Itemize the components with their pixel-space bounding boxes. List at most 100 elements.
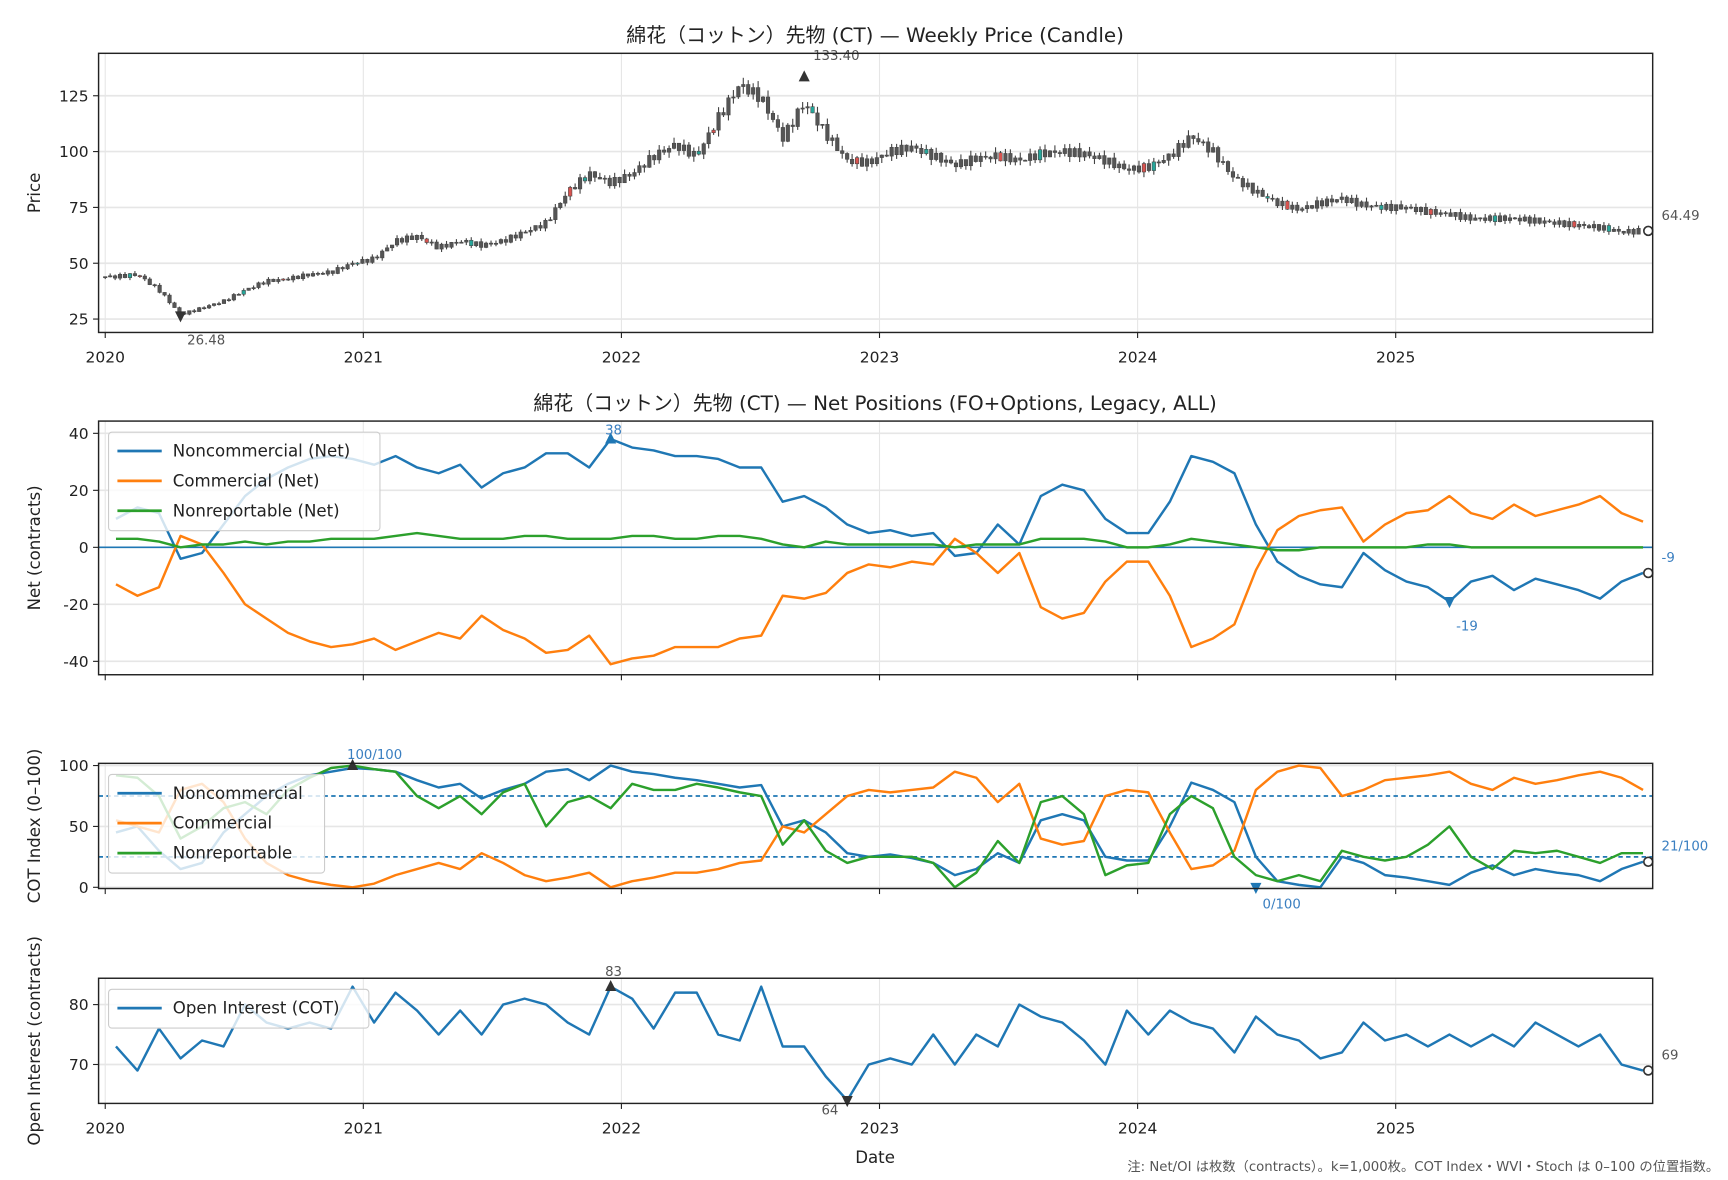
- candle: [1057, 150, 1062, 158]
- candle-body: [914, 145, 919, 149]
- candle-body: [652, 155, 657, 161]
- last-value-label: -9: [1662, 551, 1675, 566]
- candle: [488, 240, 494, 247]
- candle-body: [1275, 198, 1280, 207]
- candle-body: [340, 267, 345, 270]
- candle: [1300, 207, 1305, 213]
- candle: [894, 143, 899, 159]
- candle: [874, 152, 879, 167]
- candle-body: [993, 152, 998, 160]
- candle: [662, 146, 667, 155]
- candle-body: [1349, 197, 1354, 203]
- candle: [790, 118, 795, 133]
- candle: [721, 107, 726, 118]
- candle-body: [978, 155, 983, 162]
- candle-body: [612, 177, 617, 187]
- candle-body: [642, 165, 647, 168]
- candle: [1611, 227, 1616, 232]
- candle: [1067, 143, 1072, 163]
- candle-body: [1364, 201, 1369, 208]
- candle: [261, 281, 266, 286]
- y-tick-label: -20: [63, 596, 88, 614]
- candle-body: [973, 155, 978, 162]
- candle: [914, 143, 919, 154]
- candle: [1389, 200, 1394, 214]
- y-tick-label: 70: [69, 1056, 89, 1074]
- candle-body: [667, 148, 672, 153]
- candle: [919, 144, 924, 159]
- candle: [1498, 212, 1503, 223]
- candle-body: [1369, 205, 1374, 208]
- candle: [538, 221, 543, 231]
- candle: [1483, 213, 1488, 224]
- candle: [1310, 205, 1315, 210]
- candle-body: [1408, 206, 1414, 209]
- candle: [370, 254, 375, 264]
- candle-body: [474, 241, 479, 247]
- candle-body: [1181, 143, 1186, 148]
- candle: [1458, 208, 1463, 223]
- candle: [1245, 178, 1250, 190]
- candle: [983, 151, 988, 160]
- candle: [414, 234, 419, 243]
- candle: [934, 147, 939, 162]
- candle: [968, 150, 973, 171]
- candle: [350, 260, 355, 267]
- candle: [775, 114, 780, 132]
- candle: [1582, 221, 1587, 229]
- candle-body: [211, 303, 217, 306]
- candle-body: [1008, 153, 1013, 163]
- candle-body: [1478, 217, 1483, 220]
- y-tick-label: 0: [79, 539, 89, 557]
- legend-item: Nonreportable: [117, 844, 292, 863]
- candle: [795, 107, 800, 130]
- candle: [1062, 144, 1067, 157]
- candle-body: [1038, 149, 1043, 161]
- candle: [810, 103, 815, 114]
- candle-body: [503, 239, 508, 243]
- candle: [1399, 200, 1404, 210]
- candle-body: [122, 274, 128, 278]
- candle-body: [1389, 203, 1394, 211]
- y-tick-label: 125: [59, 87, 89, 105]
- candle-body: [1310, 205, 1315, 209]
- candle: [1235, 173, 1240, 179]
- candle: [1156, 159, 1161, 168]
- candle-body: [375, 256, 380, 259]
- candle: [231, 293, 236, 302]
- candle: [484, 241, 489, 249]
- candle-body: [1562, 220, 1567, 228]
- candle: [840, 145, 845, 159]
- candle-body: [216, 303, 222, 305]
- candle: [622, 169, 627, 184]
- candle-body: [1280, 200, 1285, 207]
- candle-body: [1404, 206, 1409, 210]
- candle-body: [681, 144, 686, 151]
- candle-body: [350, 262, 355, 265]
- candle: [1339, 192, 1344, 204]
- candle: [1532, 214, 1537, 227]
- candle: [1221, 156, 1226, 165]
- candle: [652, 154, 657, 165]
- candle: [1493, 212, 1498, 226]
- candle: [1018, 152, 1023, 166]
- candle: [508, 234, 513, 244]
- candle-body: [1225, 161, 1231, 172]
- candle-body: [736, 86, 741, 98]
- candle-body: [637, 165, 642, 173]
- candle-body: [1334, 199, 1339, 203]
- candle-body: [835, 137, 840, 151]
- candle-body: [167, 294, 172, 304]
- candle: [1161, 155, 1166, 164]
- candle: [276, 277, 281, 284]
- candle: [1107, 157, 1112, 169]
- candle-body: [444, 243, 449, 248]
- candle: [404, 233, 409, 246]
- candle: [271, 278, 276, 283]
- candle-body: [568, 187, 573, 197]
- candle-body: [904, 144, 909, 152]
- candle-body: [320, 272, 325, 275]
- candle: [568, 185, 573, 201]
- candle: [770, 110, 776, 123]
- candle-body: [498, 239, 503, 244]
